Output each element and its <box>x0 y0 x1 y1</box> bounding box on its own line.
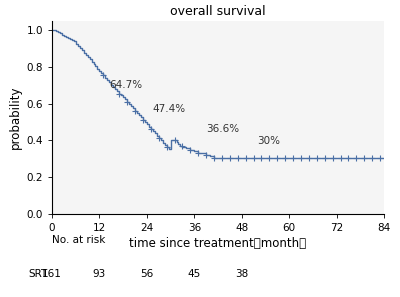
Text: 38: 38 <box>235 269 248 279</box>
Text: 47.4%: 47.4% <box>153 104 186 114</box>
Text: 64.7%: 64.7% <box>109 80 142 90</box>
Text: 45: 45 <box>188 269 201 279</box>
Text: 36.6%: 36.6% <box>206 124 239 134</box>
Text: 161: 161 <box>42 269 62 279</box>
Title: overall survival: overall survival <box>170 5 266 18</box>
Y-axis label: probability: probability <box>9 86 22 149</box>
Text: 93: 93 <box>93 269 106 279</box>
X-axis label: time since treatment（month）: time since treatment（month） <box>130 237 306 250</box>
Text: 30%: 30% <box>258 136 280 146</box>
Text: SRT: SRT <box>29 269 48 279</box>
Text: 56: 56 <box>140 269 154 279</box>
Text: No. at risk: No. at risk <box>52 235 105 245</box>
